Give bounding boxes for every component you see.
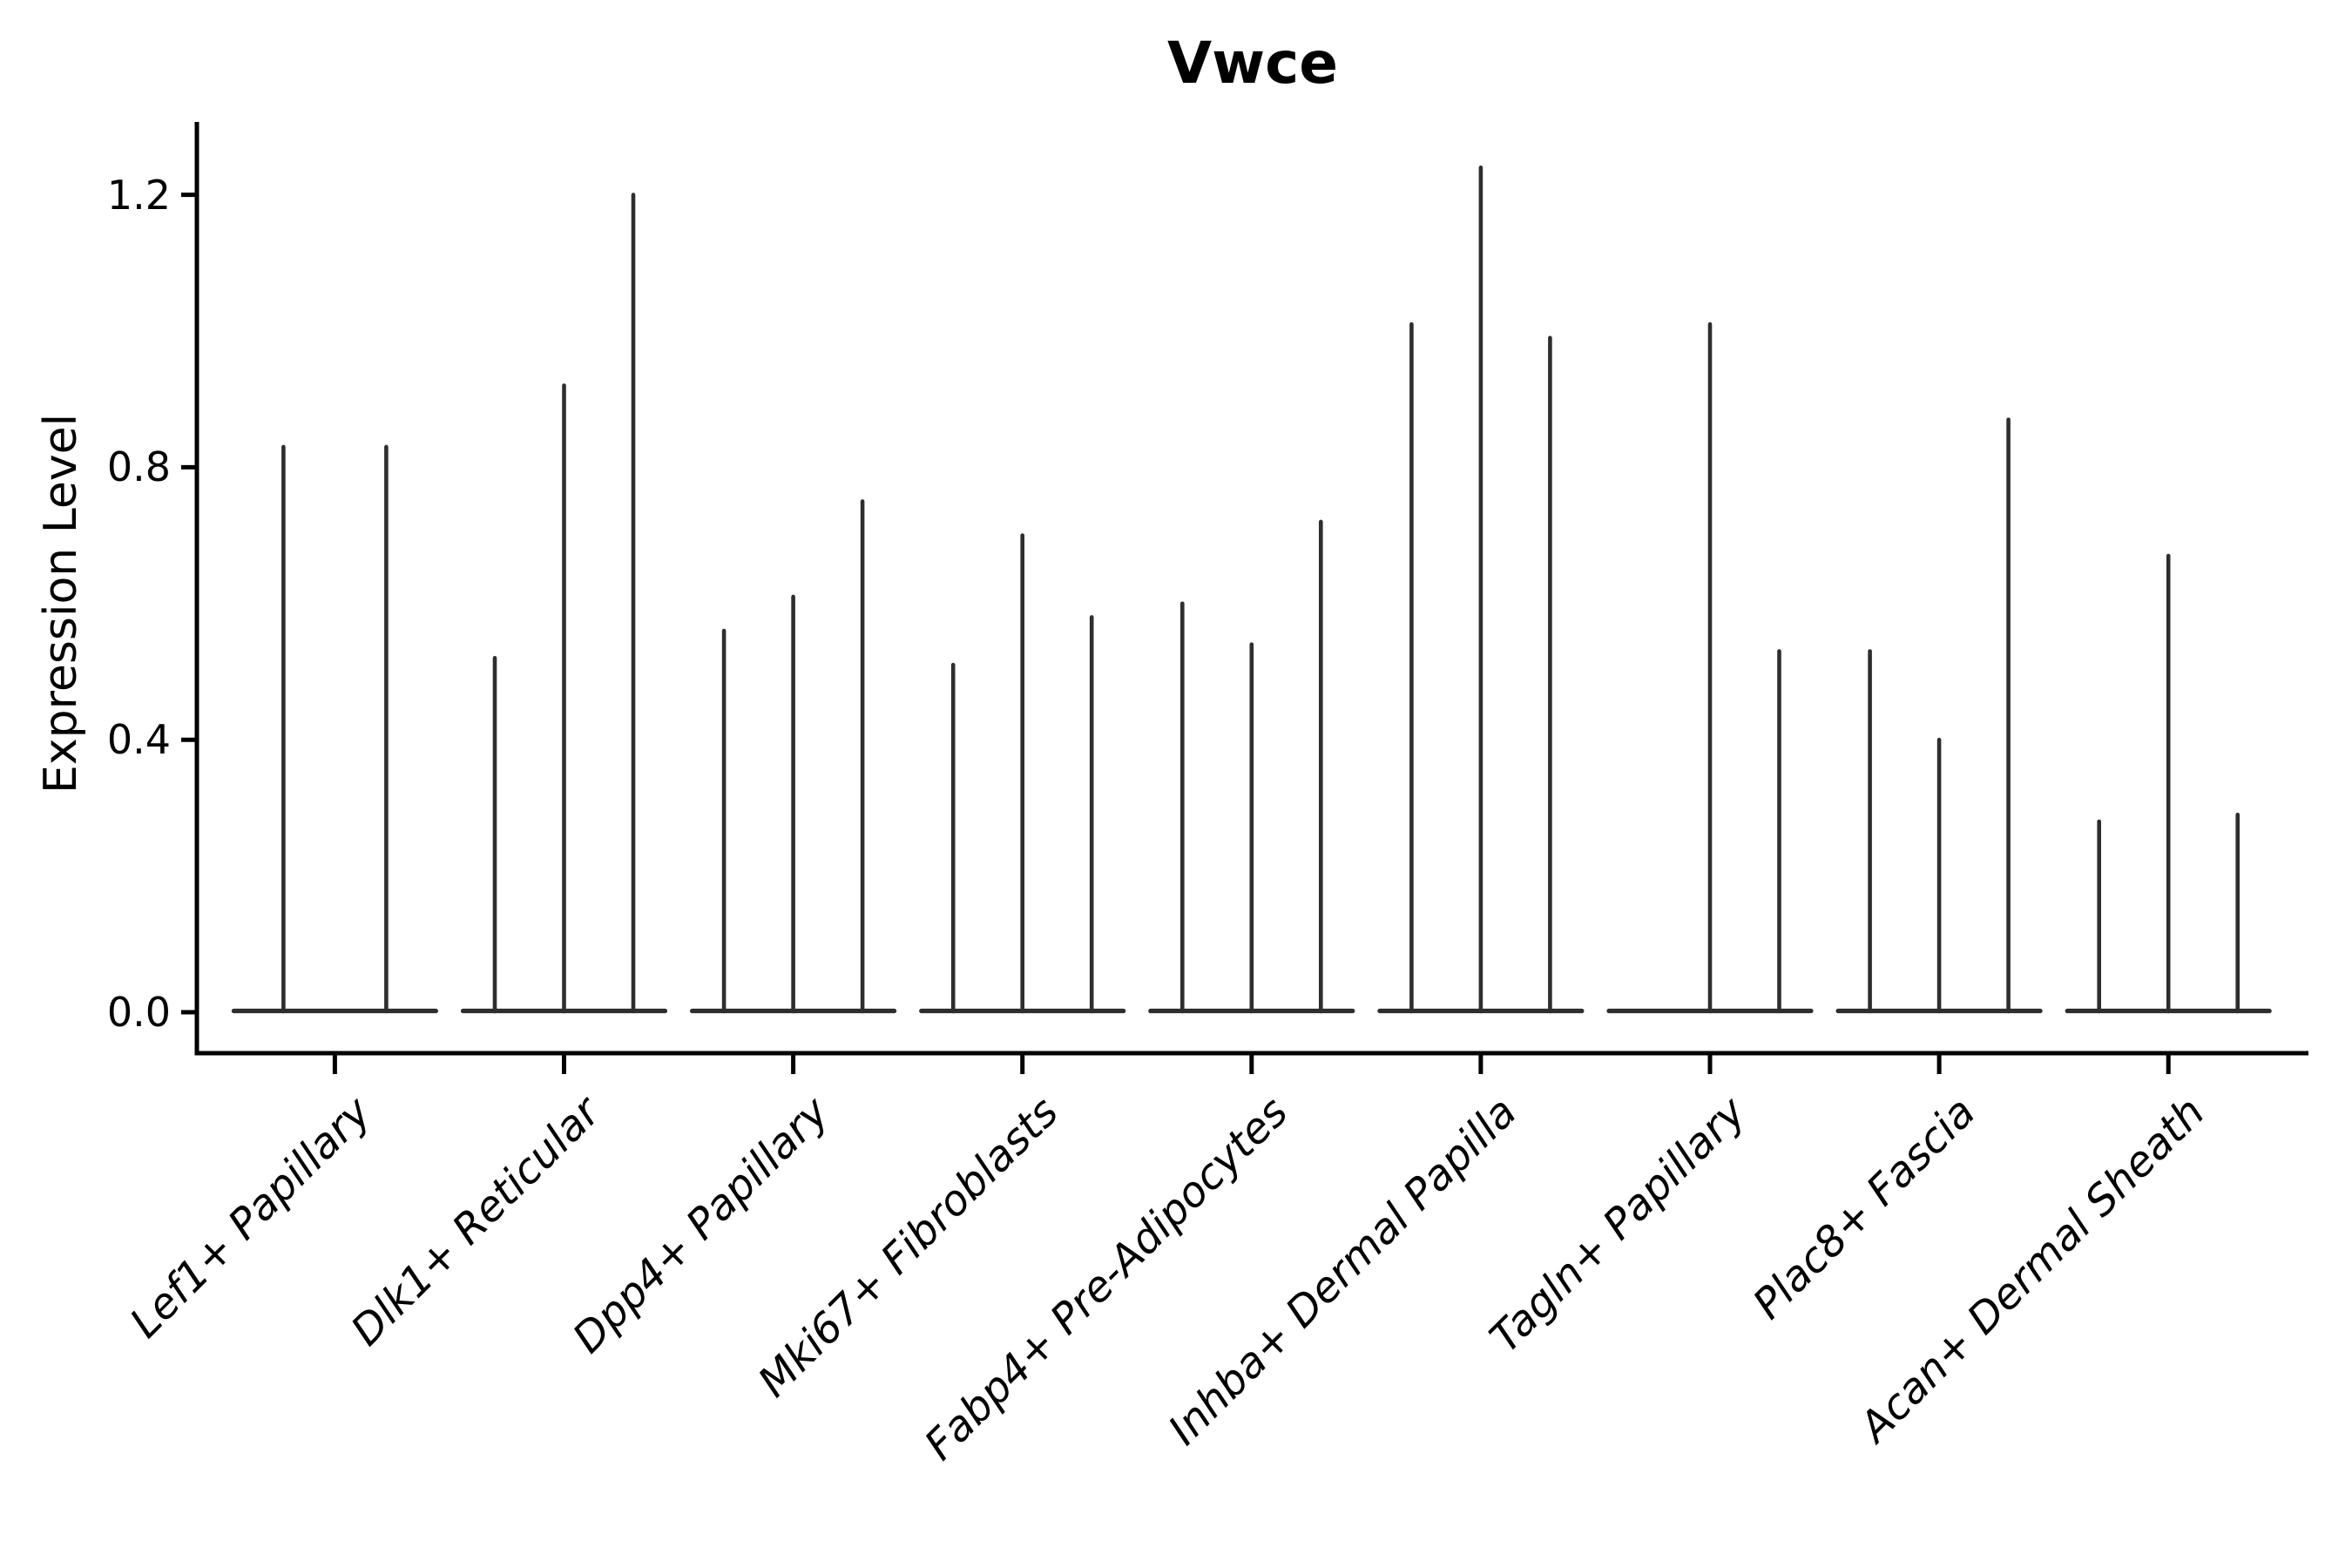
y-tick-label: 0.0: [106, 989, 171, 1036]
y-ticks: [181, 193, 197, 1015]
page-title: Vwce: [1167, 30, 1338, 97]
x-ticks: [332, 1053, 2171, 1074]
y-tick-label: 0.4: [106, 716, 171, 764]
y-tick-label: 1.2: [106, 171, 171, 219]
y-axis-title: Expression Level: [35, 413, 87, 794]
y-tick-label: 0.8: [106, 443, 171, 491]
violins: [231, 166, 2272, 1014]
